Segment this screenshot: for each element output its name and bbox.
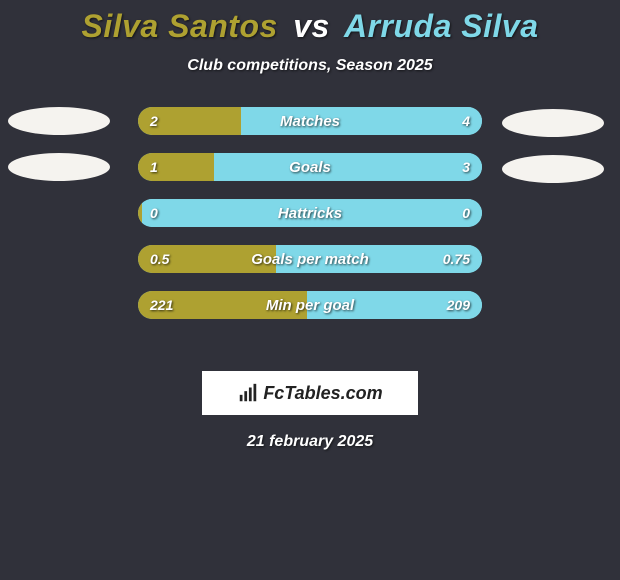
source-logo-text: FcTables.com: [263, 383, 382, 404]
stat-bar-right: [307, 291, 482, 319]
stat-bar-left: [138, 107, 241, 135]
stats-arena: Matches24 Goals13 Hattricks00 Goals per mat…: [0, 107, 620, 367]
comparison-title: Silva Santos vs Arruda Silva: [0, 0, 620, 45]
subtitle: Club competitions, Season 2025: [0, 57, 620, 75]
player-bubble-left: [8, 107, 110, 135]
stat-row: Min per goal221209: [138, 291, 482, 319]
stat-bar-right: [142, 199, 482, 227]
stats-bars: Matches24 Goals13 Hattricks00 Goals per mat…: [138, 107, 482, 337]
player1-name: Silva Santos: [82, 8, 278, 44]
stat-row: Goals13: [138, 153, 482, 181]
stat-bar-left: [138, 291, 307, 319]
stat-row: Matches24: [138, 107, 482, 135]
source-logo: FcTables.com: [202, 371, 418, 415]
player-bubble-right: [502, 109, 604, 137]
player-bubble-left: [8, 153, 110, 181]
player-bubble-right: [502, 155, 604, 183]
stat-bar-left: [138, 153, 214, 181]
date-label: 21 february 2025: [0, 433, 620, 451]
stat-bar-right: [214, 153, 482, 181]
stat-bar-right: [276, 245, 482, 273]
stat-bar-left: [138, 245, 276, 273]
player2-name: Arruda Silva: [344, 8, 539, 44]
stat-bar-right: [241, 107, 482, 135]
stat-row: Hattricks00: [138, 199, 482, 227]
stat-row: Goals per match0.50.75: [138, 245, 482, 273]
chart-icon: [237, 382, 259, 404]
vs-label: vs: [293, 8, 330, 44]
